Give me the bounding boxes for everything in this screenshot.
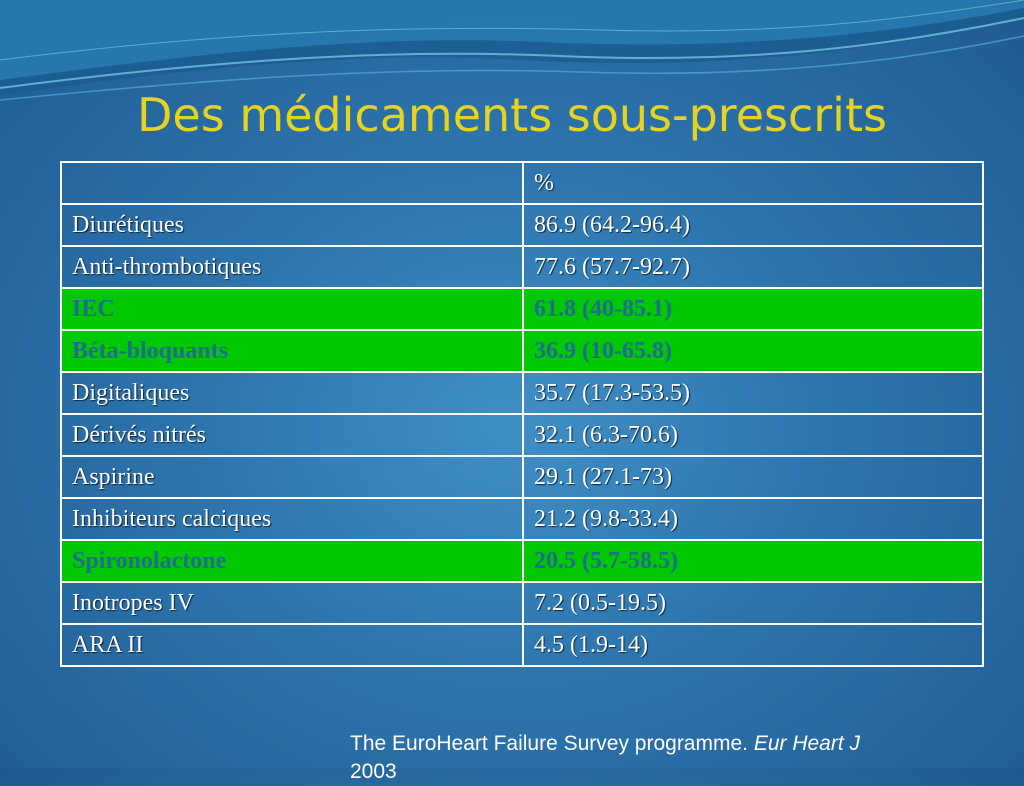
drug-name-cell: Anti-thrombotiques [60, 245, 524, 289]
drug-percent-cell: 21.2 (9.8-33.4) [522, 497, 984, 541]
drug-percent-cell: 29.1 (27.1-73) [522, 455, 984, 499]
table-row: Digitaliques 35.7 (17.3-53.5) [60, 371, 984, 415]
drug-name-cell: Diurétiques [60, 203, 524, 247]
slide-title: Des médicaments sous-prescrits [137, 88, 887, 142]
drug-percent-cell: 32.1 (6.3-70.6) [522, 413, 984, 457]
table-row: Inotropes IV 7.2 (0.5-19.5) [60, 581, 984, 625]
decorative-wave-header [0, 0, 1024, 101]
drug-name-cell: Dérivés nitrés [60, 413, 524, 457]
drug-percent-cell: 86.9 (64.2-96.4) [522, 203, 984, 247]
drug-percent-cell: 77.6 (57.7-92.7) [522, 245, 984, 289]
drug-name-cell: Digitaliques [60, 371, 524, 415]
table-row: ARA II 4.5 (1.9-14) [60, 623, 984, 667]
drug-percent-cell: 36.9 (10-65.8) [522, 329, 984, 373]
table-header-row: % [60, 161, 984, 205]
drug-percent-cell: 35.7 (17.3-53.5) [522, 371, 984, 415]
drug-name-cell: Béta-bloquants [60, 329, 524, 373]
citation: The EuroHeart Failure Survey programme. … [350, 730, 1010, 786]
table-row: Dérivés nitrés 32.1 (6.3-70.6) [60, 413, 984, 457]
header-cell-percent: % [522, 161, 984, 205]
table-row: Diurétiques 86.9 (64.2-96.4) [60, 203, 984, 247]
drug-name-cell: Inhibiteurs calciques [60, 497, 524, 541]
header-cell-name [60, 161, 524, 205]
table-row: Aspirine 29.1 (27.1-73) [60, 455, 984, 499]
drug-percent-cell: 61.8 (40-85.1) [522, 287, 984, 331]
table-row: Béta-bloquants 36.9 (10-65.8) [60, 329, 984, 373]
citation-year: 2003 [350, 760, 397, 783]
table-row: Spironolactone 20.5 (5.7-58.5) [60, 539, 984, 583]
drug-name-cell: Aspirine [60, 455, 524, 499]
medication-table: % Diurétiques 86.9 (64.2-96.4) Anti-thromb… [60, 161, 984, 667]
drug-name-cell: Spironolactone [60, 539, 524, 583]
table-row: Inhibiteurs calciques 21.2 (9.8-33.4) [60, 497, 984, 541]
citation-journal: Eur Heart J [753, 732, 861, 755]
drug-name-cell: IEC [60, 287, 524, 331]
table-row: Anti-thrombotiques 77.6 (57.7-92.7) [60, 245, 984, 289]
drug-name-cell: Inotropes IV [60, 581, 524, 625]
drug-percent-cell: 7.2 (0.5-19.5) [522, 581, 984, 625]
drug-name-cell: ARA II [60, 623, 524, 667]
drug-percent-cell: 20.5 (5.7-58.5) [522, 539, 984, 583]
citation-text: The EuroHeart Failure Survey programme. [350, 732, 754, 755]
drug-percent-cell: 4.5 (1.9-14) [522, 623, 984, 667]
table-row: IEC 61.8 (40-85.1) [60, 287, 984, 331]
